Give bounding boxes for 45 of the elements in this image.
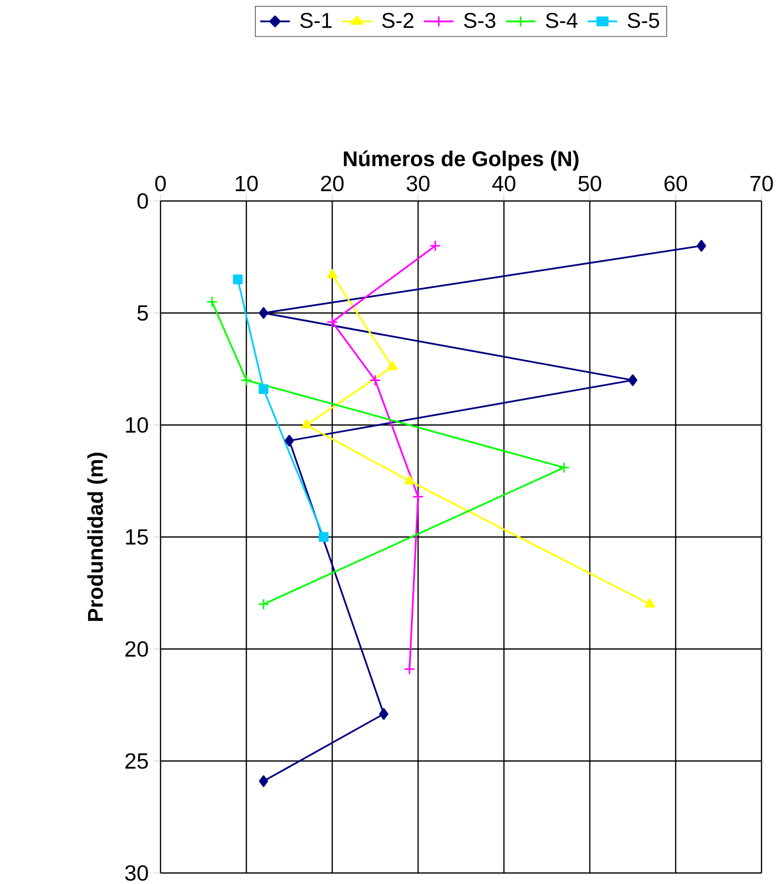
point (404, 663, 416, 675)
point (387, 360, 398, 370)
y-tick-label: 15 (126, 529, 148, 545)
y-tick-label: 30 (125, 865, 148, 881)
legend-label: S-2 (382, 12, 414, 28)
point (412, 490, 424, 502)
y-tick-label: 25 (126, 753, 148, 769)
x-tick-label: 30 (406, 176, 430, 192)
point (404, 475, 415, 484)
point (370, 374, 382, 386)
x-tick-label: 10 (236, 176, 258, 192)
point (697, 240, 706, 252)
point (644, 598, 656, 608)
point (284, 434, 294, 447)
x-tick-label: 0 (155, 176, 166, 192)
legend-label: S-3 (464, 12, 496, 28)
x-tick-label: 50 (578, 176, 602, 192)
y-tick-label: 20 (126, 641, 148, 657)
point (258, 598, 270, 610)
point (379, 708, 389, 720)
point (430, 240, 442, 252)
y-tick-label: 10 (126, 417, 148, 433)
y-tick-label: 5 (138, 305, 148, 321)
point (327, 269, 338, 278)
point (259, 307, 268, 319)
point (259, 775, 268, 788)
point (558, 462, 570, 474)
point (302, 419, 312, 428)
legend-label: S-4 (546, 12, 578, 28)
legend-label: S-1 (300, 12, 332, 28)
x-tick-label: 40 (492, 176, 516, 192)
point (233, 274, 243, 284)
x-tick-label: 70 (750, 176, 774, 192)
y-tick-label: 0 (138, 193, 148, 209)
point (258, 384, 269, 394)
x-tick-label: 60 (664, 176, 688, 192)
x-tick-label: 20 (321, 176, 344, 192)
legend-label: S-5 (628, 12, 660, 28)
y-axis-title: Produndidad (m) (88, 452, 108, 621)
point (628, 374, 638, 386)
point (206, 296, 218, 308)
point (319, 532, 329, 542)
point (240, 374, 252, 386)
point (326, 316, 338, 328)
x-axis-title: Números de Golpes (N) (344, 150, 579, 171)
